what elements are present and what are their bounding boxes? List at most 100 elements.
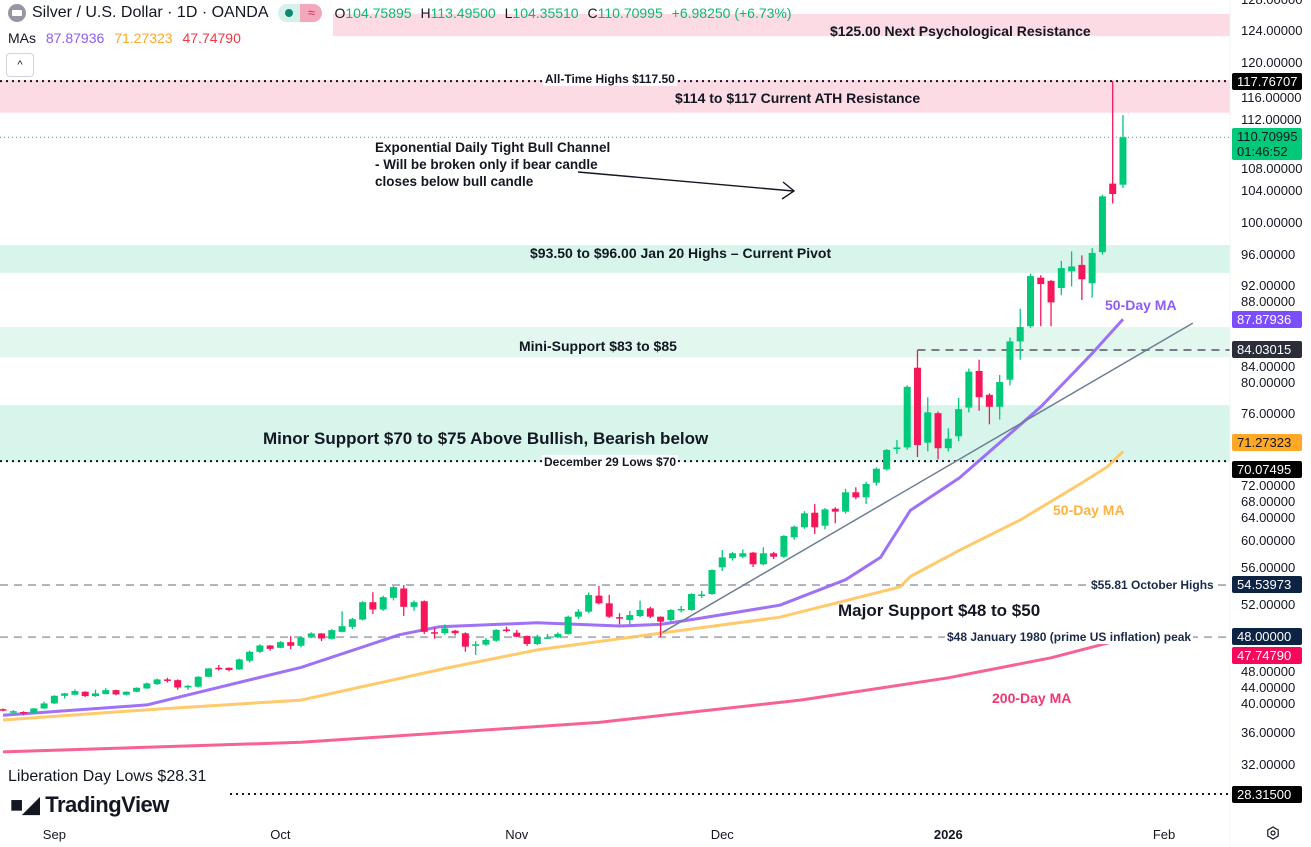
candle-body	[410, 602, 418, 607]
price-tick: 80.00000	[1241, 375, 1296, 391]
symbol-title[interactable]: Silver / U.S. Dollar · 1D · OANDA	[32, 4, 269, 21]
candle-body	[708, 570, 716, 594]
candle	[163, 677, 171, 683]
candle-body	[0, 709, 7, 711]
candle-body	[800, 513, 808, 528]
annotation-dec29: December 29 Lows $70	[542, 455, 679, 469]
status-pill[interactable]: ≈	[278, 4, 323, 22]
candle	[687, 593, 695, 611]
price-tick: 32.00000	[1241, 756, 1296, 772]
candle-body	[996, 382, 1004, 407]
candle	[225, 667, 233, 672]
chart-header: Silver / U.S. Dollar · 1D · OANDA ≈ O104…	[8, 4, 797, 22]
price-tick: 124.00000	[1241, 23, 1303, 39]
zones	[0, 13, 1230, 462]
candle-body	[985, 394, 993, 407]
price-badge-dec-high: 84.03015	[1232, 341, 1302, 359]
candle-body	[40, 703, 48, 709]
candle-body	[574, 611, 582, 617]
price-badge-ma-slow: 47.74790	[1232, 646, 1302, 664]
annotation-psych: $125.00 Next Psychological Resistance	[830, 23, 1091, 39]
candle-body	[276, 642, 284, 648]
ma-legend[interactable]: MAs 87.87936 71.27323 47.74790	[8, 30, 247, 46]
annotation-mini: Mini-Support $83 to $85	[519, 338, 677, 354]
price-tick: 104.00000	[1241, 182, 1303, 198]
candle-body	[502, 629, 510, 632]
candles	[0, 81, 1127, 716]
candle-body	[451, 630, 459, 634]
candle-body	[359, 602, 367, 620]
data-delay-icon: ≈	[300, 4, 323, 22]
candle	[513, 629, 521, 638]
candle	[1037, 275, 1045, 327]
candle-body	[770, 553, 778, 557]
candle	[1068, 251, 1076, 287]
price-tick: 56.00000	[1241, 560, 1296, 576]
candle	[533, 634, 541, 646]
price-tick: 116.00000	[1241, 90, 1302, 106]
candle-body	[790, 526, 798, 538]
candle-body	[1027, 276, 1034, 327]
candle-body	[955, 409, 963, 437]
time-label: Feb	[1152, 827, 1176, 842]
candle-body	[513, 632, 521, 637]
candle-body	[883, 449, 891, 470]
candle-body	[81, 691, 89, 697]
candle	[585, 592, 593, 614]
candle	[1119, 115, 1127, 188]
candle	[913, 349, 921, 457]
candle	[739, 549, 747, 559]
candle-body	[1037, 277, 1045, 285]
candle-body	[842, 492, 850, 512]
price-tick: 88.00000	[1241, 294, 1296, 310]
candle	[955, 398, 963, 442]
candle-body	[739, 553, 747, 557]
candle	[1088, 248, 1096, 298]
annotation-jan1980: $48 January 1980 (prime US inflation) pe…	[945, 630, 1194, 644]
time-label: Oct	[270, 827, 291, 842]
last-price-badge: 110.70995 01:46:52	[1232, 128, 1302, 161]
tradingview-logo[interactable]: ■◢ TradingView	[10, 792, 169, 817]
candle	[112, 689, 120, 696]
annotation-ath-zone: $114 to $117 Current ATH Resistance	[675, 90, 921, 106]
candle	[1078, 255, 1086, 300]
collapse-legend-button[interactable]: ^	[6, 53, 34, 77]
candle	[544, 633, 552, 639]
candle-body	[420, 601, 428, 632]
candle	[944, 428, 952, 452]
tradingview-logo-icon: ■◢	[10, 792, 40, 817]
candle	[359, 601, 367, 621]
annotation-arrow	[577, 171, 796, 200]
candle	[71, 689, 79, 696]
candle-body	[934, 413, 942, 449]
candle-body	[821, 509, 829, 526]
candle-body	[698, 594, 706, 596]
candle-body	[616, 617, 623, 619]
candle	[441, 624, 449, 635]
price-tick: 36.00000	[1241, 724, 1296, 740]
candle	[184, 684, 192, 690]
candle	[872, 467, 880, 486]
candle	[0, 708, 7, 712]
candle-body	[143, 683, 151, 689]
candle-body	[184, 685, 192, 688]
candle	[852, 487, 860, 500]
candle-body	[1088, 252, 1096, 284]
psych-zone	[333, 13, 1230, 37]
price-tick: 108.00000	[1241, 160, 1303, 176]
candle-body	[595, 595, 603, 604]
ma-line-ma_slow	[2, 637, 1124, 754]
candle-body	[903, 386, 911, 448]
candle-body	[102, 690, 110, 695]
candle-body	[564, 616, 572, 634]
candle	[667, 609, 675, 622]
candle-body	[687, 593, 695, 611]
candle-body	[266, 645, 274, 649]
settings-gear-icon[interactable]	[1266, 826, 1280, 840]
candle	[9, 710, 17, 713]
chevron-up-icon: ^	[17, 59, 23, 71]
candle	[759, 547, 767, 566]
candle	[636, 600, 644, 618]
low-value: 104.35510	[512, 5, 579, 21]
